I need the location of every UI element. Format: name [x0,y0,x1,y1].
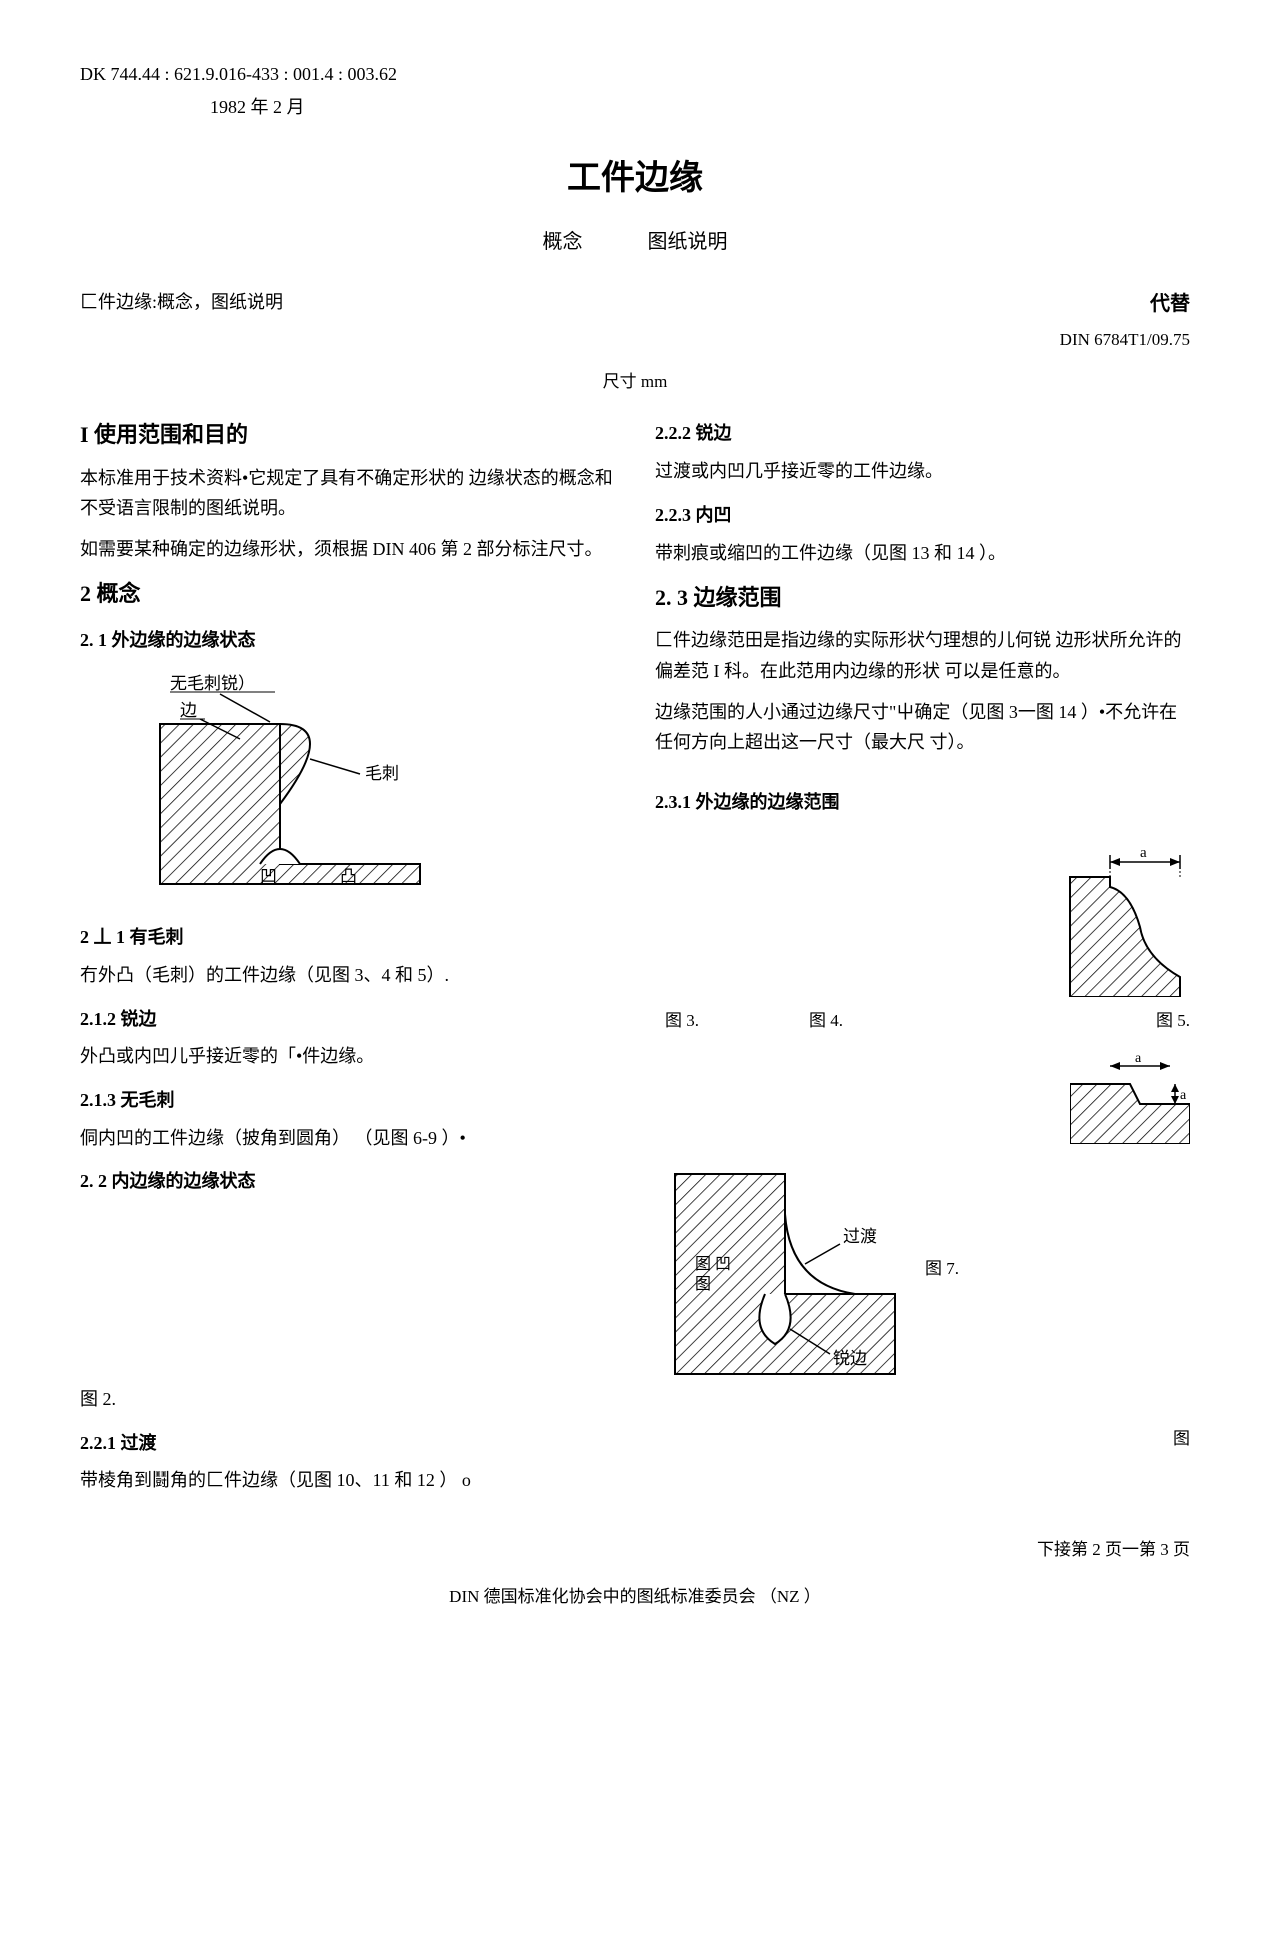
section-212-title: 2.1.2 锐边 [80,1005,615,1034]
figure-6-svg: 过渡 图 凹 图 锐边 [655,1154,915,1384]
figure-2-label: 图 2. [80,1384,615,1415]
figure-edge-svg: a a [1070,1054,1190,1144]
dk-code: DK 744.44 : 621.9.016-433 : 001.4 : 003.… [80,60,1190,89]
continue-note: 下接第 2 页一第 3 页 [80,1536,1190,1563]
dim-a-label-3: a [1180,1088,1187,1103]
section-212-body: 外凸或内凹儿乎接近零的「•件边缘。 [80,1041,615,1072]
section-211-body: 冇外凸（毛刺）的工件边缘（见图 3、4 和 5）. [80,960,615,991]
fig6-tu2: 图 [695,1276,711,1293]
section-23-p1: 匚件边缘范田是指边缘的实际形状勺理想的儿何锐 边形状所允许的偏差范 I 科。在此… [655,625,1190,686]
subtitle-concept: 概念 [543,226,583,258]
section-23-p2: 边缘范围的人小通过边缘尺寸"屮确定（见图 3一图 14 ）•不允许在任何方向上超… [655,697,1190,758]
section-221-title: 2.2.1 过渡 [80,1429,615,1458]
main-title: 工件边缘 [80,152,1190,206]
figure-67-row: 过渡 图 凹 图 锐边 图 7. [655,1154,1190,1384]
figure-345-row: a [655,847,1190,997]
fig1-label-edge: 边 [180,701,197,720]
section-223-title: 2.2.3 内凹 [655,501,1190,530]
section-23-title: 2. 3 边缘范围 [655,580,1190,615]
section-223-body: 带刺痕或缩凹的工件边缘（见图 13 和 14 ）。 [655,538,1190,569]
fig1-label-burr: 毛刺 [365,764,399,783]
fig6-sharp: 锐边 [833,1349,867,1368]
figure-3-label: 图 3. [665,1007,699,1034]
figure-1-svg: 无毛刺锐） 边 毛刺 凹 凸 [140,664,440,894]
notice-right-sub: DIN 6784T1/09.75 [80,326,1190,353]
section-211-title: 2 丄 1 有毛刺 [80,923,615,952]
section-222-body: 过渡或内凹几乎接近零的工件边缘。 [655,456,1190,487]
figure-5-svg: a [1050,847,1190,997]
footer-committee: DIN 德国标准化协会中的图纸标准委员会 （NZ ） [80,1583,1190,1610]
subtitle-drawing: 图纸说明 [648,226,728,258]
fig1-label-convex: 凸 [340,867,357,886]
figure-1: 无毛刺锐） 边 毛刺 凹 凸 [140,664,615,903]
figure-edge-small: a a [655,1054,1190,1144]
right-column: 2.2.2 锐边 过渡或内凹几乎接近零的工件边缘。 2.2.3 内凹 带刺痕或缩… [655,405,1190,1506]
content-columns: I 使用范围和目的 本标准用于技术资料•它规定了具有不确定形状的 边缘状态的概念… [80,405,1190,1506]
subtitle-row: 概念 图纸说明 [80,226,1190,258]
section-21-title: 2. 1 外边缘的边缘状态 [80,626,615,655]
unit-label: 尺寸 mm [80,368,1190,395]
section-1-p1: 本标准用于技术资料•它规定了具有不确定形状的 边缘状态的概念和不受语言限制的图纸… [80,463,615,524]
fig1-label-concave: 凹 [260,867,277,886]
section-231-title: 2.3.1 外边缘的边缘范围 [655,788,1190,817]
left-column: I 使用范围和目的 本标准用于技术资料•它规定了具有不确定形状的 边缘状态的概念… [80,405,615,1506]
section-213-title: 2.1.3 无毛刺 [80,1086,615,1115]
fig6-transition: 过渡 [843,1227,877,1246]
figure-345-labels: 图 3. 图 4. 图 5. [655,1007,1190,1034]
dim-a-label-2: a [1135,1054,1142,1066]
figure-4-label: 图 4. [809,1007,843,1034]
figure-2-placeholder [80,1204,615,1384]
figure-edge-label: 图 [655,1424,1190,1453]
section-1-title: I 使用范围和目的 [80,417,615,452]
figure-7-label: 图 7. [925,1255,959,1282]
fig6-tu1: 图 凹 [695,1256,731,1273]
fig1-label-sharp: 无毛刺锐） [170,674,255,693]
section-213-body: 侗内凹的工件边缘（披角到圆角） （见图 6-9 ）• [80,1123,615,1154]
section-2-title: 2 概念 [80,576,615,611]
notice-right-title: 代替 [1150,288,1190,320]
section-22-title: 2. 2 内边缘的边缘状态 [80,1167,615,1196]
notice-row: 匚件边缘:概念，图纸说明 代替 [80,288,1190,320]
section-1-p2: 如需要某种确定的边缘形状，须根据 DIN 406 第 2 部分标注尺寸。 [80,534,615,565]
notice-left: 匚件边缘:概念，图纸说明 [80,288,283,320]
section-221-body: 带棱角到鬪角的匚件边缘（见图 10、11 和 12 ） o [80,1465,615,1496]
section-222-title: 2.2.2 锐边 [655,419,1190,448]
header-date: 1982 年 2 月 [210,93,1190,122]
dim-a-label-1: a [1140,847,1147,861]
figure-5-label: 图 5. [1156,1007,1190,1034]
